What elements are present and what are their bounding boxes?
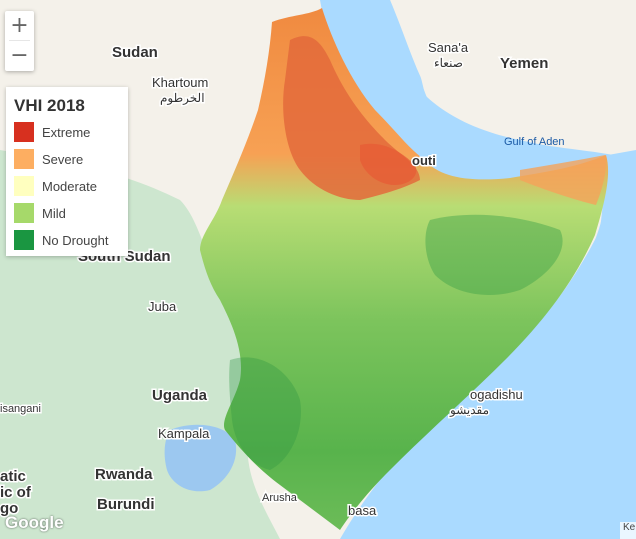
no-drought-patch <box>229 357 301 470</box>
label-arusha: Arusha <box>262 492 298 504</box>
legend-swatch <box>14 122 34 142</box>
label-burundi: Burundi <box>97 496 155 513</box>
label-yemen: Yemen <box>500 55 548 72</box>
legend-label: Extreme <box>42 124 91 140</box>
extreme-drought-patch <box>360 143 417 185</box>
legend-swatch <box>14 230 34 250</box>
label-mogadishu: ogadishu <box>470 387 523 402</box>
legend-title: VHI 2018 <box>14 96 85 115</box>
label-kampala: Kampala <box>158 426 210 441</box>
label-mombasa: basa <box>348 503 377 518</box>
zoom-out-button[interactable]: − <box>10 43 29 68</box>
indian-ocean <box>340 140 636 539</box>
label-juba: Juba <box>148 299 177 314</box>
label-gulf-of-aden: Gulf of Aden <box>504 136 565 148</box>
label-khartoum: Khartoum <box>152 75 208 90</box>
zoom-divider <box>9 40 30 41</box>
legend-item-extreme: Extreme <box>14 122 90 142</box>
legend-swatch <box>14 149 34 169</box>
no-drought-patch <box>425 214 563 295</box>
legend-label: Severe <box>42 151 84 167</box>
legend-label: No Drought <box>42 232 109 248</box>
google-logo[interactable]: Google <box>5 513 64 532</box>
legend-swatch <box>14 203 34 223</box>
severe-coast-patch <box>520 155 606 205</box>
zoom-control: + − <box>5 11 34 71</box>
label-kisangani: isangani <box>0 403 41 415</box>
legend-item-moderate: Moderate <box>14 176 97 196</box>
label-drc-line1: atic <box>0 468 26 485</box>
label-drc-line2: ic of <box>0 484 32 501</box>
label-sudan: Sudan <box>112 44 158 61</box>
arabian-peninsula <box>390 0 636 138</box>
label-uganda: Uganda <box>152 387 208 404</box>
vhi-legend: VHI 2018 Extreme Severe Moderate Mild No… <box>6 87 128 256</box>
legend-label: Mild <box>42 205 66 221</box>
label-drc: atic ic of go <box>0 468 35 517</box>
map-attribution[interactable]: Ke <box>620 522 636 539</box>
label-sanaa: Sana'a <box>428 40 469 55</box>
legend-item-severe: Severe <box>14 149 83 169</box>
label-rwanda: Rwanda <box>95 466 153 483</box>
label-drc-line3: go <box>0 500 18 517</box>
label-djibouti: outi <box>412 153 436 168</box>
legend-item-mild: Mild <box>14 203 66 223</box>
zoom-in-button[interactable]: + <box>10 13 29 38</box>
label-khartoum-ar: الخرطوم <box>160 91 205 105</box>
label-sanaa-ar: صنعاء <box>434 56 463 70</box>
legend-item-no-drought: No Drought <box>14 230 108 250</box>
lake-victoria <box>164 424 237 492</box>
label-mogadishu-ar: مقديشو <box>449 403 489 417</box>
red-sea <box>325 0 428 140</box>
legend-label: Moderate <box>42 178 97 194</box>
legend-swatch <box>14 176 34 196</box>
